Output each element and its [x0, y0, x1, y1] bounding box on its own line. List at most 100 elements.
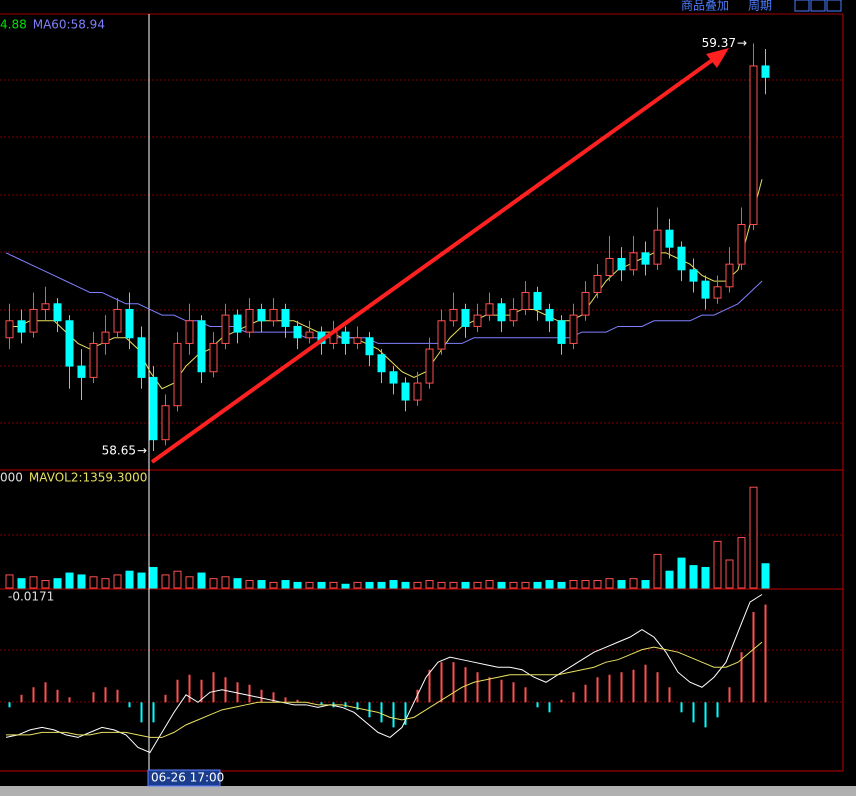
volume-bar — [509, 581, 518, 589]
volume-bar — [233, 578, 242, 589]
volume-bar — [209, 578, 218, 589]
high-arrow: → — [737, 36, 747, 50]
overlay-menu[interactable]: 商品叠加 — [681, 0, 729, 13]
right-button[interactable] — [810, 0, 826, 12]
candle-body — [737, 224, 746, 265]
low-arrow: → — [137, 444, 147, 458]
volume-bar — [77, 574, 86, 589]
candle-body — [125, 308, 134, 339]
candle-body — [497, 303, 506, 322]
candle-body — [677, 246, 686, 271]
volume-bar — [485, 580, 494, 589]
candle-body — [449, 308, 458, 322]
candle-body — [389, 371, 398, 384]
volume-bar — [425, 580, 434, 589]
zoom-button[interactable] — [826, 0, 842, 12]
volume-bar — [449, 581, 458, 589]
volume-bar — [341, 583, 350, 589]
volume-bar — [641, 580, 650, 589]
candle-body — [701, 280, 710, 299]
volume-bar — [161, 574, 170, 589]
candle-body — [233, 314, 242, 333]
volume-bar — [749, 486, 758, 589]
volume-bar — [29, 576, 38, 589]
volume-bar — [713, 540, 722, 589]
volume-bar — [137, 572, 146, 589]
scrollbar[interactable] — [0, 786, 856, 796]
candle-body — [137, 337, 146, 378]
candle-body — [245, 308, 254, 333]
volume-bar — [389, 580, 398, 589]
candle-body — [689, 269, 698, 282]
volume-bar — [653, 553, 662, 589]
volume-bar — [365, 581, 374, 589]
candle-body — [221, 314, 230, 344]
candle-body — [545, 308, 554, 322]
volume-bar — [521, 581, 530, 589]
indicator-label: MAVOL2:1359.3000 — [29, 471, 148, 485]
volume-bar — [269, 581, 278, 589]
volume-bar — [329, 581, 338, 589]
indicator-line — [5, 252, 763, 344]
volume-bar — [185, 576, 194, 589]
volume-bar — [545, 580, 554, 589]
volume-bar — [197, 572, 206, 589]
candle-body — [209, 342, 218, 373]
candle-body — [533, 291, 542, 310]
volume-bar — [605, 578, 614, 589]
volume-bar — [317, 581, 326, 589]
indicator-label: -0.0171 — [8, 590, 54, 604]
volume-bar — [533, 581, 542, 589]
candle-body — [509, 308, 518, 322]
candle-body — [113, 308, 122, 333]
candle-body — [653, 229, 662, 265]
trend-arrow-head — [706, 48, 729, 68]
indicator-label: 4.88 — [0, 18, 27, 32]
left-button[interactable] — [794, 0, 810, 12]
period-menu[interactable]: 周期 — [748, 0, 772, 13]
candle-body — [593, 274, 602, 293]
candle-body — [761, 65, 770, 78]
volume-bar — [377, 581, 386, 589]
candle-body — [749, 65, 758, 226]
candle-body — [485, 303, 494, 316]
candle-body — [641, 252, 650, 265]
volume-bar — [89, 576, 98, 589]
volume-bar — [725, 559, 734, 589]
volume-bar — [737, 537, 746, 589]
candle-body — [725, 263, 734, 288]
volume-bar — [41, 580, 50, 589]
volume-bar — [617, 580, 626, 589]
volume-bar — [437, 581, 446, 589]
crosshair-time: 06-26 17:00 — [151, 771, 224, 785]
candle-body — [377, 354, 386, 373]
volume-bar — [173, 570, 182, 589]
candle-body — [521, 291, 530, 310]
candle-body — [29, 308, 38, 333]
volume-bar — [665, 570, 674, 589]
indicator-line — [5, 594, 763, 754]
volume-bar — [689, 565, 698, 589]
candle-body — [53, 303, 62, 322]
candle-body — [269, 308, 278, 322]
candle-body — [293, 325, 302, 339]
low-label: 58.65 — [102, 444, 136, 458]
candle-body — [365, 337, 374, 356]
volume-bar — [53, 578, 62, 589]
candle-body — [461, 308, 470, 327]
candle-body — [185, 320, 194, 344]
volume-bar — [497, 581, 506, 589]
volume-bar — [401, 581, 410, 589]
candle-body — [581, 291, 590, 316]
volume-bar — [569, 580, 578, 589]
candle-body — [425, 348, 434, 384]
candle-body — [101, 331, 110, 344]
candle-body — [665, 229, 674, 248]
indicator-label: MA60:58.94 — [33, 18, 105, 32]
candle-body — [149, 376, 158, 441]
volume-bar — [125, 570, 134, 589]
candle-body — [161, 405, 170, 441]
volume-bar — [629, 578, 638, 589]
volume-bar — [245, 580, 254, 589]
